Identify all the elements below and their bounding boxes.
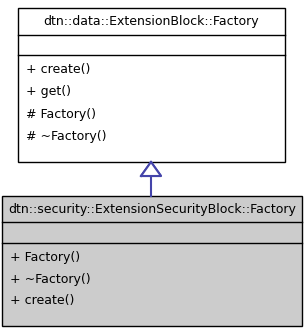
Text: + Factory(): + Factory(): [10, 251, 80, 264]
Text: # Factory(): # Factory(): [26, 108, 96, 121]
Text: + create(): + create(): [26, 63, 90, 76]
Text: + ~Factory(): + ~Factory(): [10, 272, 91, 285]
Bar: [18, 8, 285, 162]
Text: dtn::security::ExtensionSecurityBlock::Factory: dtn::security::ExtensionSecurityBlock::F…: [8, 202, 296, 215]
Text: # ~Factory(): # ~Factory(): [26, 130, 106, 143]
Text: dtn::data::ExtensionBlock::Factory: dtn::data::ExtensionBlock::Factory: [44, 15, 259, 28]
Text: + create(): + create(): [10, 294, 74, 307]
Bar: [2, 196, 302, 326]
Text: + get(): + get(): [26, 85, 71, 98]
Polygon shape: [141, 162, 161, 176]
